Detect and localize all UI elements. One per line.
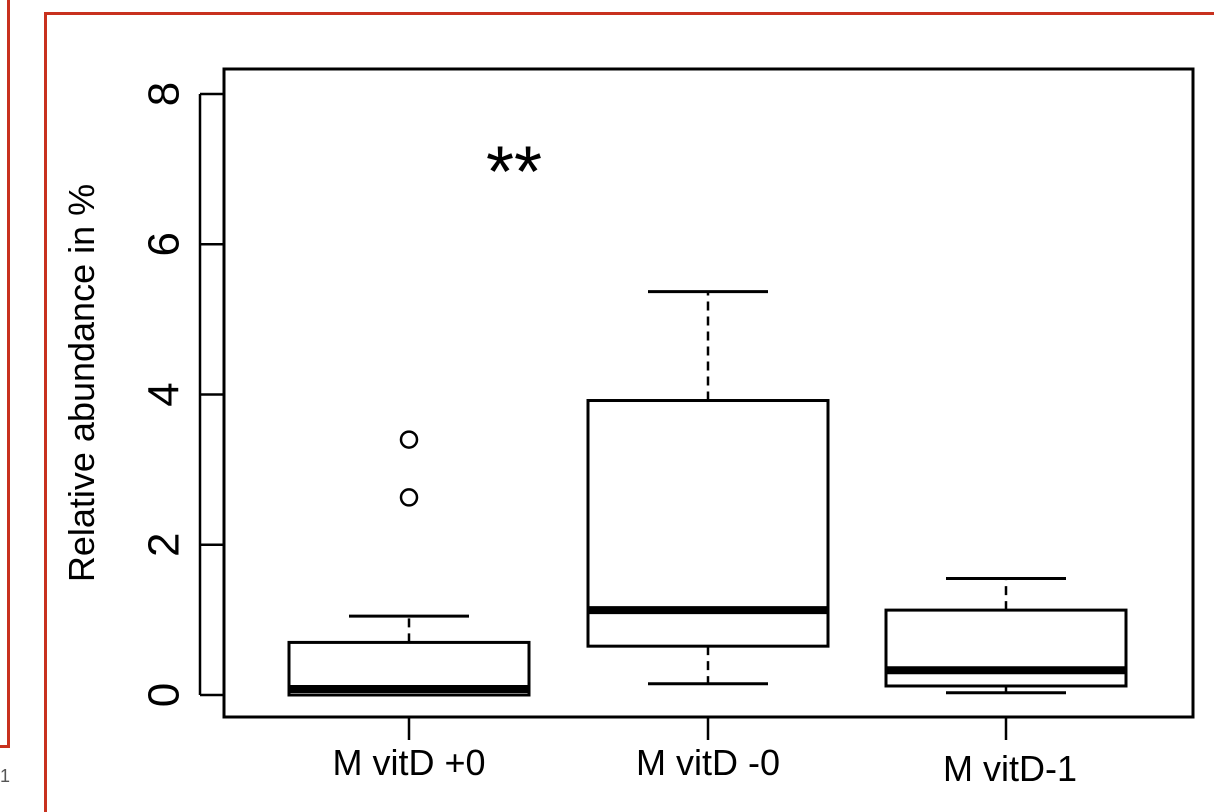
x-axis: M vitD +0 M vitD -0 M vitD-1 — [332, 717, 1077, 789]
y-tick-label: 2 — [140, 533, 189, 557]
corner-page-mark: 1 — [0, 766, 11, 786]
left-panel-frame — [0, 0, 10, 748]
annotations: ** — [486, 133, 542, 213]
box-series — [287, 290, 1128, 697]
x-tick-label: M vitD -0 — [636, 742, 780, 783]
box-iqr — [884, 608, 1128, 688]
y-tick-label: 4 — [140, 382, 189, 406]
y-tick-label: 8 — [140, 82, 189, 106]
y-tick-label: 6 — [140, 232, 189, 256]
box-outlier — [399, 430, 419, 449]
x-tick-label: M vitD-1 — [943, 748, 1077, 789]
figure-panel-frame — [44, 12, 1214, 812]
significance-annotation: ** — [486, 133, 542, 213]
y-axis-label: Relative abundance in % — [61, 184, 102, 582]
x-tick-label: M vitD +0 — [332, 742, 485, 783]
box-outlier — [399, 488, 419, 507]
box-iqr — [586, 399, 830, 648]
y-tick-label: 0 — [140, 683, 189, 707]
y-axis: 0 2 4 6 8 — [140, 82, 224, 707]
